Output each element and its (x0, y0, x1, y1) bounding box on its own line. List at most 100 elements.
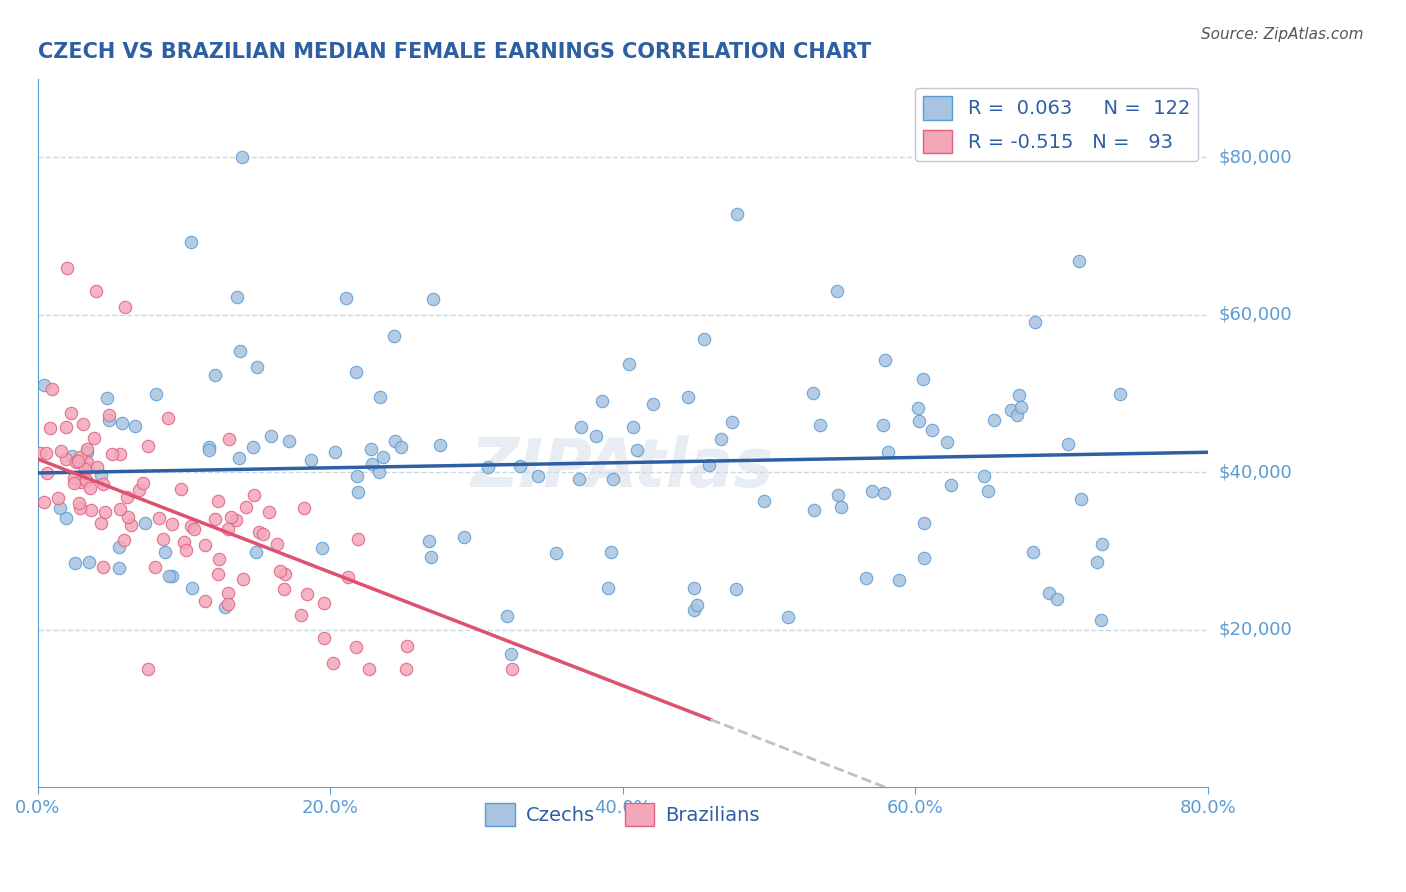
Point (69, 500, 91, 515)
Point (290, 607, 312, 622)
Point (156, 410, 179, 425)
Point (1085, 555, 1108, 569)
Point (128, 483, 150, 498)
Point (544, 546, 567, 560)
Point (419, 550, 441, 565)
Point (228, 451, 250, 466)
Point (299, 452, 322, 467)
Point (232, 572, 254, 586)
Point (55, 452, 77, 467)
Point (32, 495, 55, 509)
Point (225, 512, 247, 526)
Point (32, 378, 55, 392)
Point (60, 406, 83, 420)
Point (907, 401, 929, 415)
Point (273, 582, 295, 597)
Point (108, 540, 131, 554)
Point (131, 476, 153, 491)
Point (778, 610, 800, 624)
Point (295, 587, 318, 601)
Point (337, 570, 360, 584)
Point (245, 545, 267, 559)
Point (602, 472, 624, 486)
Point (395, 640, 418, 654)
Point (314, 595, 336, 609)
Point (65, 455, 87, 469)
Point (86, 459, 108, 474)
Point (935, 434, 957, 449)
Point (153, 545, 176, 559)
Point (368, 390, 391, 404)
Point (527, 468, 550, 483)
Text: $80,000: $80,000 (1219, 148, 1292, 166)
Point (124, 419, 146, 434)
Point (56, 260, 79, 275)
Point (325, 445, 347, 459)
Point (873, 486, 896, 500)
Point (346, 469, 368, 483)
Point (114, 300, 136, 314)
Point (626, 443, 648, 458)
Point (194, 538, 217, 552)
Point (219, 509, 242, 524)
Point (453, 530, 475, 544)
Point (808, 417, 831, 432)
Point (1090, 537, 1112, 551)
Point (395, 662, 418, 676)
Point (148, 511, 170, 525)
Point (422, 292, 444, 306)
Point (585, 428, 607, 442)
Point (568, 472, 591, 486)
Point (509, 459, 531, 474)
Point (803, 503, 825, 517)
Point (477, 460, 499, 475)
Text: $40,000: $40,000 (1219, 463, 1292, 482)
Point (860, 484, 883, 499)
Point (226, 289, 249, 303)
Point (97, 408, 120, 422)
Point (912, 551, 935, 566)
Point (181, 581, 204, 595)
Point (830, 500, 852, 515)
Point (217, 586, 239, 600)
Point (76, 445, 98, 459)
Point (94, 506, 117, 520)
Text: $60,000: $60,000 (1219, 306, 1292, 324)
Text: $20,000: $20,000 (1219, 621, 1292, 639)
Point (198, 440, 221, 454)
Point (38, 420, 60, 434)
Point (418, 533, 440, 548)
Point (204, 368, 226, 383)
Point (55, 419, 77, 434)
Point (117, 509, 139, 524)
Point (983, 413, 1005, 427)
Point (242, 440, 264, 454)
Point (214, 600, 236, 615)
Point (93, 559, 115, 574)
Point (108, 502, 131, 516)
Point (55, 511, 77, 525)
Point (371, 450, 394, 465)
Point (257, 505, 280, 519)
Point (1038, 586, 1060, 600)
Point (1090, 613, 1112, 627)
Point (108, 560, 131, 574)
Point (912, 516, 935, 530)
Text: Source: ZipAtlas.com: Source: ZipAtlas.com (1201, 27, 1364, 42)
Point (80, 502, 103, 516)
Point (311, 541, 333, 555)
Point (79, 481, 101, 495)
Point (697, 458, 720, 473)
Point (721, 415, 744, 429)
Point (501, 662, 523, 676)
Point (335, 291, 357, 305)
Point (160, 568, 183, 582)
Point (1022, 545, 1045, 559)
Point (1005, 408, 1028, 422)
Point (912, 372, 935, 386)
Point (569, 420, 592, 434)
Point (217, 522, 239, 536)
Point (217, 597, 239, 611)
Point (686, 598, 709, 612)
Point (46, 491, 69, 505)
